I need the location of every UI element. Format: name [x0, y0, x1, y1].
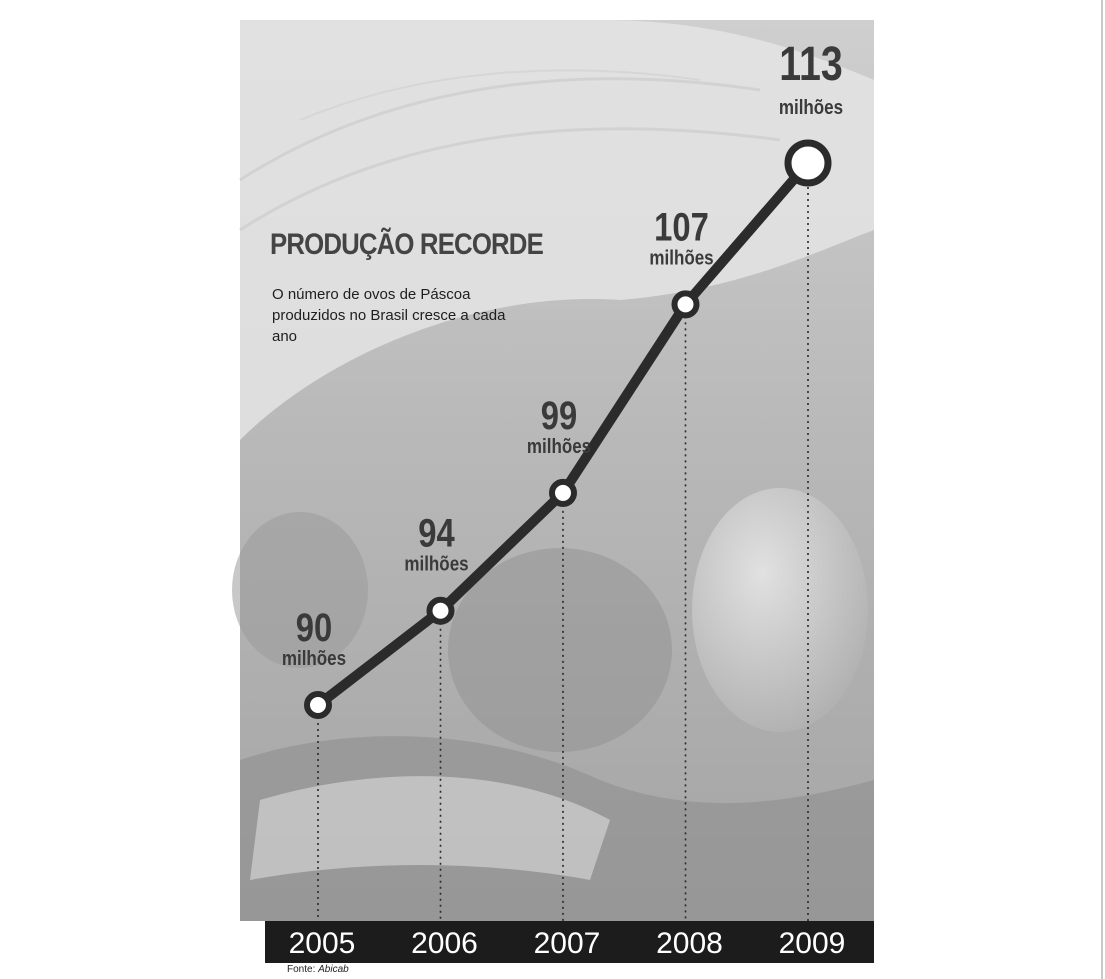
unit-label-2008: milhões: [649, 246, 713, 269]
background-photo: [232, 20, 874, 921]
x-tick-label-2005: 2005: [289, 927, 356, 960]
chart-subtitle: O número de ovos de Páscoa produzidos no…: [272, 286, 506, 345]
source-name: Abicab: [318, 964, 349, 975]
source-note: Fonte: Abicab: [287, 964, 349, 975]
x-tick-label-2008: 2008: [656, 927, 723, 960]
data-point-2007: [549, 478, 577, 507]
x-axis-tick-labels: 2005 2006 2007 2008 2009: [289, 927, 846, 960]
unit-label-2005: milhões: [282, 647, 346, 670]
value-label-2005: 90: [296, 605, 332, 650]
x-tick-label-2006: 2006: [411, 927, 478, 960]
data-point-2008: [671, 290, 700, 319]
chart-title: PRODUÇÃO RECORDE: [270, 228, 544, 261]
data-point-2006: [426, 596, 455, 625]
drop-lines: [317, 163, 809, 921]
unit-label-2007: milhões: [527, 435, 591, 458]
x-axis-bar: [265, 921, 874, 963]
value-label-2008: 107: [654, 204, 709, 249]
source-label: Fonte:: [287, 964, 316, 975]
x-tick-label-2007: 2007: [534, 927, 601, 960]
unit-label-2006: milhões: [404, 552, 468, 575]
data-point-2005: [304, 691, 332, 719]
unit-label-2009: milhões: [779, 96, 843, 119]
value-label-2007: 99: [541, 393, 577, 438]
value-labels: 90milhões94milhões99milhões107milhões113…: [282, 37, 843, 669]
page-edge-rule: [1101, 0, 1103, 979]
data-points: [304, 139, 832, 719]
x-tick-label-2009: 2009: [779, 927, 846, 960]
value-label-2006: 94: [418, 511, 455, 556]
data-point-2009: [784, 139, 832, 187]
value-label-2009: 113: [779, 37, 842, 91]
